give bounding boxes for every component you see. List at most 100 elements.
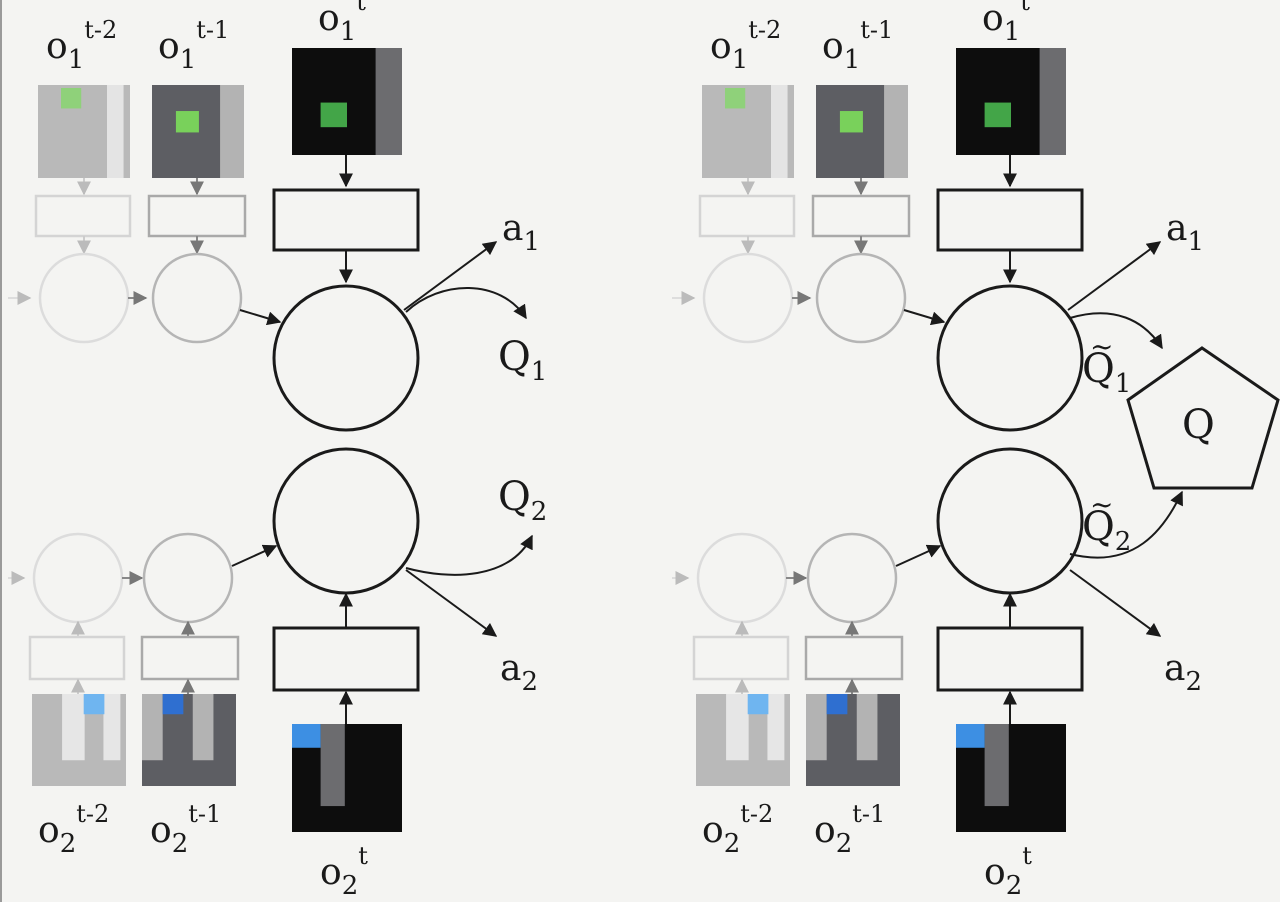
agent2-obs-label-t-sub: 2 (1006, 871, 1023, 901)
agent2-frame-t-2-stripe-a (62, 694, 85, 761)
agent1-arrow-hidden-t-1 (903, 309, 946, 326)
agent1-encoder-t-1 (811, 194, 911, 238)
agent1-q-tilde-label: Q1 (1082, 346, 1131, 399)
agent1-action-label-base: a (502, 208, 523, 249)
agent2-frame-t-1 (142, 694, 236, 786)
agent2-frame-t-blue-patch (292, 724, 321, 748)
agent1-frame-t-1 (152, 85, 244, 178)
agent2-obs-label-t-sub: 2 (342, 871, 359, 901)
agent2-action-label: a2 (1164, 648, 1202, 697)
agent2-frame-t-2 (32, 694, 126, 786)
agent2-arrow-action (405, 569, 498, 637)
agent1-obs-label-t-2-base: o (710, 26, 732, 67)
agent1-obs-label-t-1-base: o (158, 26, 180, 67)
agent2-frame-t-1-blue-patch (826, 694, 848, 715)
agent1-q-tilde-label-sub: 1 (1115, 369, 1132, 399)
agent2-q-label-base: Q (498, 474, 531, 520)
agent1-encoder-t-1 (147, 194, 247, 238)
agent2-obs-label-t-2-base: o (38, 810, 60, 851)
agent2-arrow-hidden-t-1 (231, 544, 278, 567)
agent2-obs-label-t-base: o (320, 852, 342, 893)
agent2-obs-label-t-sup: t (358, 842, 368, 870)
agent1-frame-t-2-green-patch (61, 88, 82, 109)
agent2-q-tilde-label-sub: 2 (1115, 527, 1132, 557)
agent2-encoder-t-2 (692, 635, 790, 681)
agent2-frame-t-1-stripe-a (806, 694, 827, 761)
agent1-rnn-t-2 (38, 252, 130, 344)
agent1-rnn-t-2 (702, 252, 794, 344)
agent2-action-label-base: a (1164, 648, 1185, 689)
agent1-arrow-action (1067, 241, 1162, 311)
agent1-frame-t-2 (38, 85, 130, 178)
agent2-action-label-sub: 2 (521, 667, 538, 697)
agent2-arrow-q (405, 534, 533, 576)
agent1-encoder-t-2 (698, 194, 796, 238)
agent2-obs-label-t-1-sub: 2 (172, 829, 189, 859)
agent2-q-label-sub: 2 (531, 497, 548, 527)
agent2-arrow-q-mixer (1069, 490, 1183, 559)
agent2-obs-label-t-1-base: o (150, 810, 172, 851)
agent1-frame-t-2-green-patch (725, 88, 746, 109)
agent1-q-tilde-label-base: Q (1082, 346, 1115, 392)
agent2-arrow-hidden-t-1 (895, 544, 942, 567)
agent1-obs-label-t: o1t (982, 0, 1030, 47)
agent2-action-label-base: a (500, 648, 521, 689)
agent1-obs-label-t-1-sub: 1 (844, 45, 861, 75)
agent1-action-label: a1 (1166, 208, 1204, 257)
agent2-frame-t-1 (806, 694, 900, 786)
agent1-q-label-base: Q (498, 334, 531, 380)
mixer-pentagon (1126, 346, 1280, 490)
agent2-obs-label-t-2: o2t-2 (702, 800, 773, 859)
agent1-frame-t (292, 48, 402, 155)
agent1-obs-label-t-2-sub: 1 (732, 45, 749, 75)
agent2-rnn-t-1 (806, 532, 898, 624)
agent2-q-label: Q2 (498, 474, 547, 527)
agent1-arrow-action (403, 241, 498, 311)
agent2-frame-t-2 (696, 694, 790, 786)
agent1-obs-label-t-1-sup: t-1 (860, 16, 893, 44)
agent1-rnn-t (272, 284, 420, 432)
agent1-frame-t-stripe (375, 48, 402, 155)
agent2-obs-label-t-1: o2t-1 (814, 800, 885, 859)
agent2-frame-t (956, 724, 1066, 832)
agent1-obs-label-t-sub: 1 (340, 17, 357, 47)
agent2-frame-t-1-stripe-b (192, 694, 214, 761)
agent1-obs-label-t-2-sup: t-2 (84, 16, 117, 44)
agent1-obs-label-t-1-base: o (822, 26, 844, 67)
agent1-obs-label-t-1: o1t-1 (822, 16, 893, 75)
agent1-obs-label-t-2-sub: 1 (68, 45, 85, 75)
agent2-action-label: a2 (500, 648, 538, 697)
agent2-rnn-t (936, 447, 1084, 595)
agent2-rnn-t-2 (32, 532, 124, 624)
agent1-frame-t-1-green-patch (175, 111, 199, 133)
agent1-obs-label-t-base: o (318, 0, 340, 39)
agent1-obs-label-t-1-sup: t-1 (196, 16, 229, 44)
agent2-frame-t-blue-patch (956, 724, 985, 748)
agent1-action-label-sub: 1 (523, 227, 540, 257)
agent2-frame-t-1-blue-patch (162, 694, 184, 715)
agent1-rnn-t (936, 284, 1084, 432)
agent1-frame-t-2-stripe (771, 85, 788, 178)
agent1-frame-t-1-stripe (884, 85, 908, 178)
agent1-encoder-t (272, 188, 420, 252)
agent2-obs-label-t-sup: t (1022, 842, 1032, 870)
agent1-arrow-hidden-t-1 (239, 309, 282, 326)
agent2-obs-label-t-2: o2t-2 (38, 800, 109, 859)
agent2-encoder-t-2 (28, 635, 126, 681)
agent1-rnn-t-1 (815, 252, 907, 344)
agent2-frame-t-2-stripe-a (726, 694, 749, 761)
agent1-rnn-t-1 (151, 252, 243, 344)
agent2-obs-label-t-2-sub: 2 (724, 829, 741, 859)
agent1-frame-t-2 (702, 85, 794, 178)
agent1-obs-label-t-2: o1t-2 (710, 16, 781, 75)
agent1-obs-label-t-base: o (982, 0, 1004, 39)
image-border (0, 0, 2, 902)
agent1-frame-t-stripe (1039, 48, 1066, 155)
agent1-frame-t-1-green-patch (839, 111, 863, 133)
agent1-action-label: a1 (502, 208, 540, 257)
agent1-obs-label-t-sub: 1 (1004, 17, 1021, 47)
agent2-obs-label-t-2-sup: t-2 (76, 800, 109, 828)
agent1-arrow-q-mixer (1069, 312, 1163, 350)
